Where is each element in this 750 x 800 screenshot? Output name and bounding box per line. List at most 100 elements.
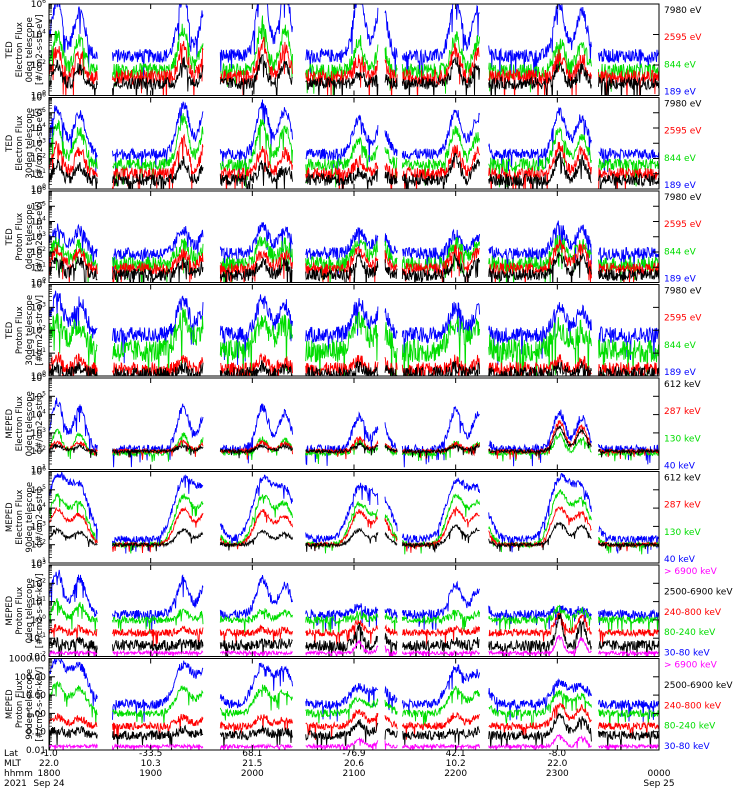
series-844-ev xyxy=(49,113,659,188)
y-axis-label: TED xyxy=(5,134,15,153)
x-axis-value: -8.0 xyxy=(549,749,567,759)
legend-entry: > 6900 keV xyxy=(664,661,718,671)
y-tick-label: 103 xyxy=(31,427,46,439)
y-tick-label: 1000.00 xyxy=(9,655,46,665)
x-axis-value: 1900 xyxy=(139,769,162,779)
series-189-ev xyxy=(49,290,659,366)
x-axis-value: 10.3 xyxy=(141,759,161,769)
y-axis-label: [#/cm2-s-str-keV] xyxy=(35,667,45,742)
series-80-240-kev xyxy=(49,598,659,635)
series--6900-kev xyxy=(49,634,659,657)
y-tick-label: 104 xyxy=(31,122,46,134)
y-tick-label: 1.00 xyxy=(26,709,46,719)
y-tick-label: 102 xyxy=(31,153,46,165)
x-axis-value: 2100 xyxy=(343,769,366,779)
series-7980-ev xyxy=(49,150,659,189)
y-tick-label: 102 xyxy=(31,577,46,589)
x-axis-value: -1.0 xyxy=(40,749,58,759)
legend-entry: 40 keV xyxy=(664,555,696,565)
y-tick-label: 0.10 xyxy=(26,728,46,738)
y-axis-label: 30deg telescope xyxy=(25,295,35,366)
panel-8: 0.01 0.10 1.00 10.00 100.00 1000.00 MEPED Proto… xyxy=(5,655,733,757)
panel-3: 100 101 102 103 104 105 106 TED Proton Flux 0deg … xyxy=(5,185,702,289)
y-axis-label: 90deg telescope xyxy=(25,669,35,740)
series-30-80-kev xyxy=(49,658,659,723)
legend-entry: 189 eV xyxy=(664,181,697,191)
legend-entry: 130 keV xyxy=(664,528,701,538)
y-tick-label: 101 xyxy=(31,596,46,608)
panel-2: 100 101 102 103 104 105 106 TED Electron Flux 30d… xyxy=(5,92,702,196)
y-axis-label: 0deg telescope xyxy=(25,204,35,269)
panel-series xyxy=(49,220,659,283)
series-2500-6900-kev xyxy=(49,612,659,657)
x-axis-value: 22.0 xyxy=(547,759,567,769)
end-date-label: Sep 25 xyxy=(643,779,674,789)
legend-entry: 612 keV xyxy=(664,474,701,484)
legend-entry: 240-800 keV xyxy=(664,701,722,711)
series-189-ev xyxy=(49,220,659,278)
y-tick-label: 101 xyxy=(31,347,46,359)
panel-series xyxy=(49,4,659,96)
legend-entry: 2595 eV xyxy=(664,33,702,43)
legend-entry: 287 keV xyxy=(664,501,701,511)
legend-entry: 189 eV xyxy=(664,275,697,285)
legend-entry: 80-240 keV xyxy=(664,722,716,732)
y-tick-label: 10.00 xyxy=(20,691,46,701)
y-axis-label: Electron Flux xyxy=(15,490,25,545)
y-tick-label: 102 xyxy=(31,324,46,336)
y-axis-label: [#/cm2-s-str-eV] xyxy=(35,108,45,178)
y-tick-label: 102 xyxy=(31,59,46,71)
y-axis-label: MEPED xyxy=(5,408,15,438)
legend-entry: 287 keV xyxy=(664,407,701,417)
x-axis-value: 22.0 xyxy=(39,759,59,769)
y-axis-label: [#/cm2-s-str-eV] xyxy=(35,15,45,85)
panel-series xyxy=(49,471,659,555)
series-2500-6900-kev xyxy=(49,712,659,750)
y-tick-label: 101 xyxy=(31,464,46,476)
y-tick-label: 100 xyxy=(31,277,46,289)
series-844-ev xyxy=(49,15,659,96)
x-axis-value: 21.5 xyxy=(242,759,262,769)
legend-entry: 844 eV xyxy=(664,341,697,351)
y-tick-label: 104 xyxy=(31,502,46,514)
x-axis-row-label: hhmm xyxy=(4,769,33,779)
y-tick-label: 105 xyxy=(31,107,46,119)
x-axis-value: 68.1 xyxy=(242,749,262,759)
y-tick-label: 105 xyxy=(31,200,46,212)
panel-series xyxy=(49,658,659,750)
y-tick-label: 0.01 xyxy=(26,746,46,756)
y-tick-label: 104 xyxy=(31,279,46,291)
y-axis-label: [#/cm2-s-str] xyxy=(35,489,45,546)
x-axis-row-label: MLT xyxy=(4,759,22,769)
panel-1: 100 102 104 106 TED Electron Flux 0deg telesco… xyxy=(5,0,702,102)
x-axis-value: 2200 xyxy=(444,769,467,779)
y-axis-label: TED xyxy=(5,321,15,340)
legend-entry: 40 keV xyxy=(664,462,696,472)
y-axis-label: TED xyxy=(5,41,15,60)
y-axis-label: [#/cm2-s-str] xyxy=(35,395,45,452)
panel-series xyxy=(49,99,659,189)
series-7980-ev xyxy=(49,53,659,96)
y-tick-label: 106 xyxy=(31,185,46,197)
y-axis-label: Proton Flux xyxy=(15,306,25,354)
legend-entry: 2595 eV xyxy=(664,314,702,324)
x-axis-value: -33.5 xyxy=(139,749,162,759)
series-40-kev xyxy=(49,397,659,468)
x-axis-value: -76.9 xyxy=(342,749,366,759)
y-axis-label: MEPED xyxy=(5,595,15,625)
y-axis-label: [#/cm2-s-str-keV] xyxy=(35,573,45,648)
y-tick-label: 104 xyxy=(31,29,46,41)
x-axis-row-label: Lat xyxy=(4,749,19,759)
series-80-240-kev xyxy=(49,680,659,728)
legend-entry: 189 eV xyxy=(664,88,697,98)
y-axis-label: [#/cm2-s-str-eV] xyxy=(35,202,45,272)
legend-entry: 2500-6900 keV xyxy=(664,587,733,597)
legend-entry: 30-80 keV xyxy=(664,742,710,752)
series-189-ev xyxy=(49,4,659,82)
legend-entry: 189 eV xyxy=(664,368,697,378)
legend-entry: 7980 eV xyxy=(664,100,702,110)
y-axis-label: Proton Flux xyxy=(15,213,25,261)
y-tick-label: 103 xyxy=(31,559,46,571)
legend-entry: 130 keV xyxy=(664,434,701,444)
